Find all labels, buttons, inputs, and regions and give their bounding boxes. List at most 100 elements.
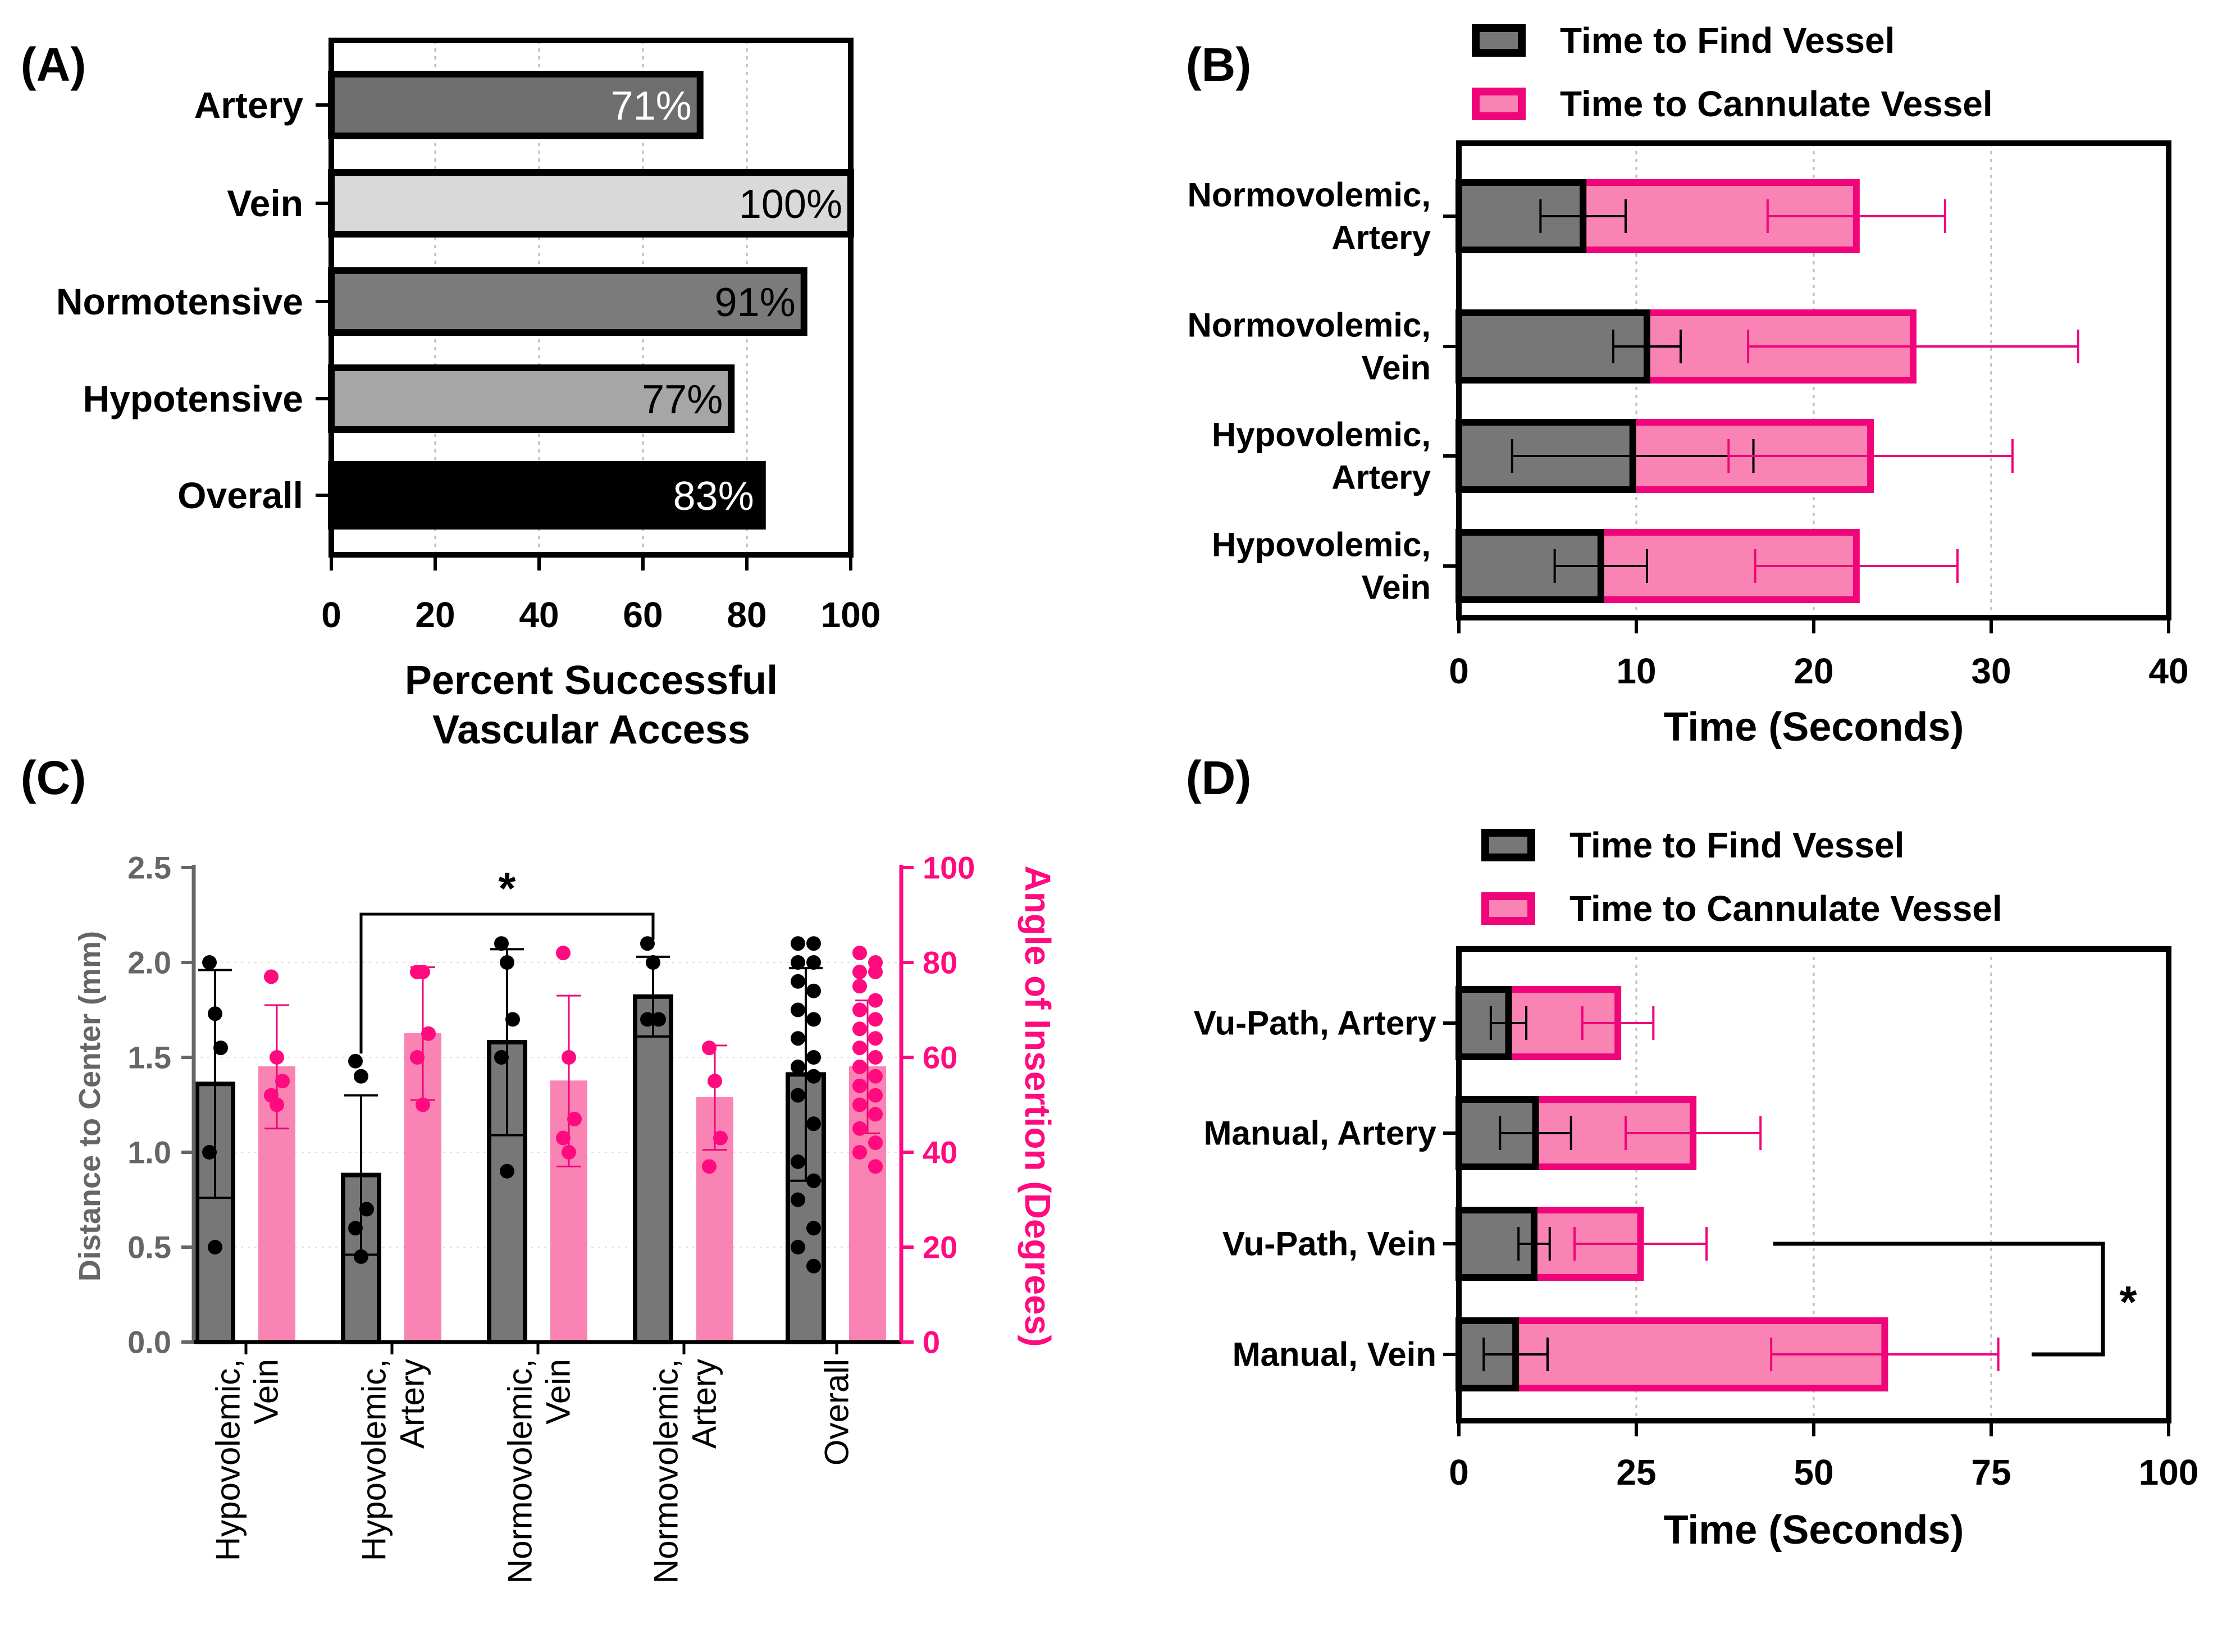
data-point-distance xyxy=(505,1012,520,1027)
left-y-tick-label: 1.5 xyxy=(127,1040,171,1075)
legend-label-0: Time to Find Vessel xyxy=(1569,825,1904,865)
x-tick-label: 0 xyxy=(1449,651,1469,691)
data-point-distance xyxy=(500,955,514,970)
error-bar-distance xyxy=(490,948,524,1137)
significance-bracket xyxy=(359,912,655,1054)
right-axis-title-group: Angle of Insertion (Degrees) xyxy=(1017,866,1058,1347)
left-axis-title-group: Distance to Center (mm) xyxy=(73,931,107,1281)
bar-value-label: 91% xyxy=(715,280,796,325)
category-label-line2: Vein xyxy=(248,1359,285,1425)
data-point-distance xyxy=(806,1116,821,1131)
data-point-angle xyxy=(852,1021,867,1037)
data-point-angle xyxy=(264,969,279,984)
category-label: Normovolemic, Vein xyxy=(501,1359,577,1583)
category-label: Overall xyxy=(177,474,303,516)
data-point-angle xyxy=(852,1078,867,1093)
bar-find xyxy=(1455,1096,1539,1170)
data-point-angle xyxy=(868,993,883,1008)
data-point-distance xyxy=(359,1202,374,1217)
data-point-distance xyxy=(806,1012,821,1027)
data-point-angle xyxy=(852,1059,867,1074)
category-label-line1: Hypovolemic, xyxy=(355,1359,393,1561)
data-point-distance xyxy=(791,1059,805,1074)
data-point-distance xyxy=(791,1240,805,1254)
data-point-distance xyxy=(354,1249,368,1264)
legend-swatch-1 xyxy=(1472,88,1526,120)
x-axis-title: Time (Seconds) xyxy=(1664,1508,1964,1553)
data-point-angle xyxy=(852,1097,867,1112)
panel-a: (A) 71% Artery 100% Vein 91% Normotensive 77% Hy… xyxy=(21,38,881,752)
data-point-angle xyxy=(868,1088,883,1103)
error-bar-cannulate xyxy=(1770,1338,2000,1371)
data-point-distance xyxy=(500,1163,514,1179)
data-point-distance xyxy=(202,955,217,970)
data-point-angle xyxy=(852,1002,867,1017)
category-label-line2: Artery xyxy=(686,1359,723,1449)
data-point-angle xyxy=(702,1159,717,1174)
category-label-line2: Vein xyxy=(1362,349,1431,387)
data-point-angle xyxy=(852,964,867,979)
significance-bracket xyxy=(1773,1242,2105,1357)
data-point-distance xyxy=(791,1192,805,1207)
data-point-angle xyxy=(567,1111,582,1126)
data-point-angle xyxy=(868,1031,883,1046)
category-label-line1: Hypovolemic, xyxy=(1212,416,1431,454)
error-bar-find xyxy=(1499,1116,1572,1150)
data-point-angle xyxy=(852,1121,867,1136)
error-bar-cannulate xyxy=(1581,1006,1655,1040)
data-point-angle xyxy=(868,964,883,979)
data-point-angle xyxy=(416,964,430,979)
data-point-distance xyxy=(791,974,805,989)
category-label-line2: Vein xyxy=(540,1359,577,1425)
data-point-distance xyxy=(806,1221,821,1236)
data-point-angle xyxy=(270,1097,284,1112)
plot-frame xyxy=(328,38,854,558)
data-point-angle xyxy=(868,1050,883,1065)
x-tick-label: 40 xyxy=(519,595,559,635)
data-point-distance xyxy=(791,1031,805,1046)
data-point-distance xyxy=(494,936,509,951)
data-point-angle xyxy=(562,1050,576,1065)
legend-label-1: Time to Cannulate Vessel xyxy=(1560,84,1993,124)
data-point-distance xyxy=(213,1041,228,1056)
data-point-angle xyxy=(868,1135,883,1151)
category-label-line1: Hypovolemic, xyxy=(209,1359,247,1561)
data-point-angle xyxy=(421,1026,436,1041)
error-bar-cannulate xyxy=(1727,439,2014,473)
error-bar-cannulate xyxy=(1754,549,1959,583)
data-point-angle xyxy=(410,1050,425,1065)
right-y-tick-label: 20 xyxy=(923,1230,957,1265)
data-point-distance xyxy=(791,1002,805,1017)
data-point-angle xyxy=(868,1012,883,1027)
x-tick-label: 10 xyxy=(1616,651,1656,691)
left-y-tick-label: 1.0 xyxy=(127,1135,171,1170)
data-point-distance xyxy=(806,1173,821,1188)
panel-d: (D) Time to Find Vessel Time to Cannulate … xyxy=(1186,751,2199,1553)
x-tick-label: 50 xyxy=(1794,1452,1833,1493)
left-y-tick-label: 2.5 xyxy=(127,850,171,886)
data-point-distance xyxy=(806,936,821,951)
error-bar-find xyxy=(1553,549,1648,583)
legend-label-1: Time to Cannulate Vessel xyxy=(1569,888,2002,929)
legend-label-0: Time to Find Vessel xyxy=(1560,20,1895,61)
right-y-tick-label: 0 xyxy=(923,1325,940,1360)
significance-star: * xyxy=(498,864,516,914)
x-tick-label: 40 xyxy=(2148,651,2188,691)
left-y-tick-label: 0.0 xyxy=(127,1325,171,1360)
data-point-distance xyxy=(806,1050,821,1065)
data-point-distance xyxy=(348,1053,363,1069)
x-tick-label: 80 xyxy=(727,595,766,635)
panel-label-a: (A) xyxy=(21,38,86,91)
error-bar-find xyxy=(1482,1338,1549,1371)
data-point-distance xyxy=(651,1012,666,1027)
category-label-line2: Artery xyxy=(394,1359,431,1449)
x-axis-title-line: Percent Successful xyxy=(405,658,778,703)
category-label-line1: Overall xyxy=(818,1359,856,1466)
error-bar-find xyxy=(1517,1227,1551,1261)
data-point-distance xyxy=(806,1258,821,1274)
bar-value-label: 71% xyxy=(611,84,692,129)
x-tick-label: 25 xyxy=(1616,1452,1656,1493)
category-label-line1: Normovolemic, xyxy=(647,1359,685,1583)
x-tick-label: 100 xyxy=(821,595,881,635)
